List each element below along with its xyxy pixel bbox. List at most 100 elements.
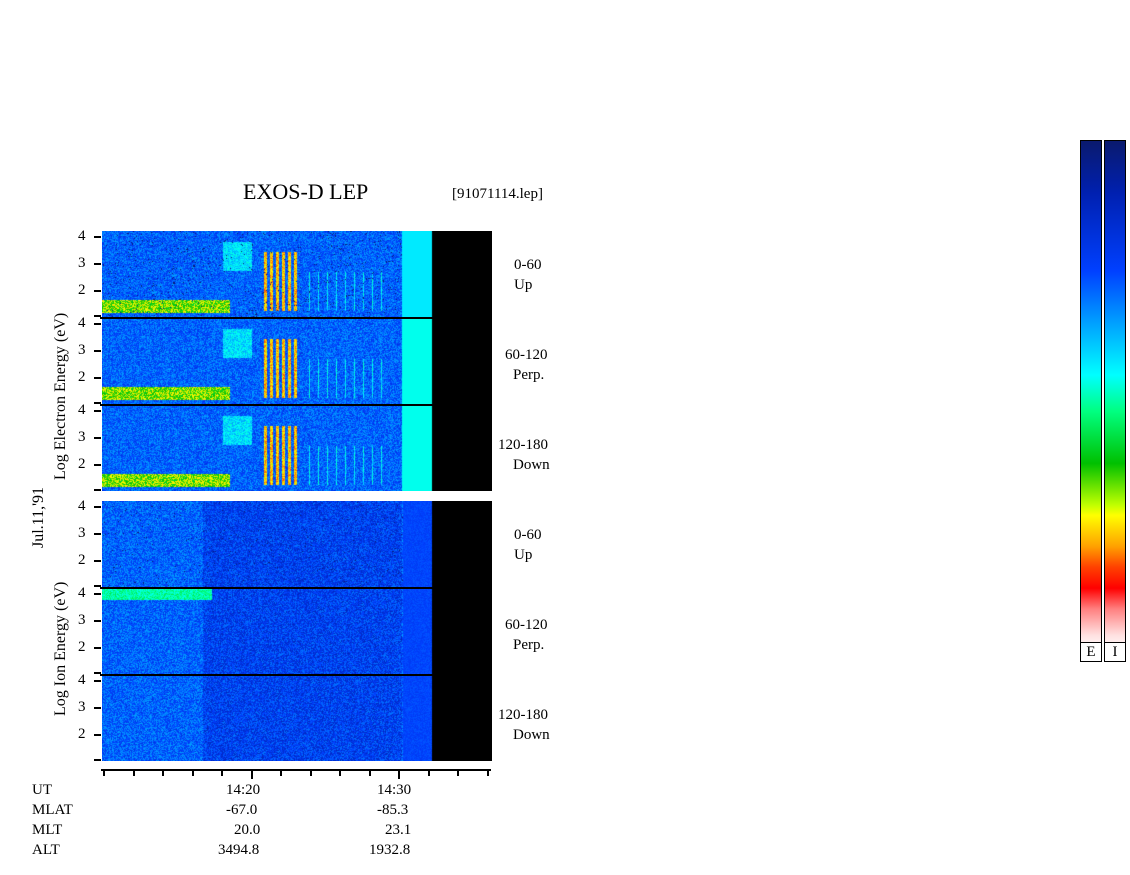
y-tick xyxy=(94,647,101,649)
y-tick-label: 3 xyxy=(78,255,86,271)
x-tick xyxy=(191,771,194,776)
x-major-tick xyxy=(398,771,400,779)
y-tick xyxy=(94,585,101,587)
y-tick xyxy=(94,290,101,292)
x-axis-line xyxy=(101,769,491,771)
electron-colorbar-label: E xyxy=(1080,642,1102,662)
panel-angle-label: 60-120 xyxy=(505,617,548,633)
panel-divider xyxy=(100,317,492,319)
y-tick xyxy=(94,680,101,682)
x-tick xyxy=(368,771,371,776)
x-tick xyxy=(221,771,223,776)
y-tick xyxy=(94,315,101,317)
ion-panel-up xyxy=(102,501,492,587)
panel-angle-label: 120-180 xyxy=(498,707,548,723)
ut-label: UT xyxy=(32,782,52,798)
x-tick xyxy=(132,771,135,776)
ion-energy-label: Log Ion Energy (eV) xyxy=(52,581,69,716)
y-tick-label: 4 xyxy=(78,402,86,418)
ion-colorbar-label: I xyxy=(1104,642,1126,662)
electron-panel-down xyxy=(102,405,492,491)
y-tick-label: 2 xyxy=(78,726,86,742)
panel-angle-label: 0-60 xyxy=(514,527,542,543)
mlat-value: -85.3 xyxy=(377,802,409,818)
file-label: [91071114.lep] xyxy=(452,186,543,202)
panel-angle-label: 0-60 xyxy=(514,257,542,273)
panel-direction-label: Up xyxy=(514,547,533,563)
mlt-label: MLT xyxy=(32,822,63,838)
y-tick-label: 3 xyxy=(78,525,86,541)
y-tick xyxy=(94,759,101,761)
panel-divider xyxy=(100,587,492,589)
alt-value: 3494.8 xyxy=(218,842,260,858)
x-tick xyxy=(427,771,430,776)
panel-direction-label: Perp. xyxy=(513,367,545,383)
y-tick-label: 3 xyxy=(78,699,86,715)
y-tick xyxy=(94,560,101,562)
y-tick-label: 3 xyxy=(78,612,86,628)
y-tick xyxy=(94,593,101,595)
panel-angle-label: 120-180 xyxy=(498,437,548,453)
y-tick-label: 4 xyxy=(78,585,86,601)
mlt-value: 23.1 xyxy=(385,822,412,838)
y-tick-label: 3 xyxy=(78,342,86,358)
panel-direction-label: Down xyxy=(513,457,550,473)
panel-divider xyxy=(100,674,492,676)
y-tick-label: 2 xyxy=(78,639,86,655)
y-tick-label: 2 xyxy=(78,369,86,385)
y-tick xyxy=(94,533,101,535)
y-tick-label: 4 xyxy=(78,498,86,514)
electron-panel-perp xyxy=(102,318,492,404)
x-tick xyxy=(309,771,312,776)
y-tick xyxy=(94,410,101,412)
y-tick-label: 4 xyxy=(78,315,86,331)
electron-panel-up xyxy=(102,231,492,317)
y-tick xyxy=(94,350,101,352)
y-tick-label: 4 xyxy=(78,672,86,688)
y-tick-label: 4 xyxy=(78,228,86,244)
y-tick xyxy=(94,437,101,439)
ion-panel-down xyxy=(102,675,492,761)
y-tick xyxy=(94,734,101,736)
panel-direction-label: Up xyxy=(514,277,533,293)
x-tick xyxy=(339,771,341,776)
x-tick xyxy=(162,771,164,776)
alt-value: 1932.8 xyxy=(369,842,411,858)
x-major-tick xyxy=(250,771,253,779)
ion-colorbar xyxy=(1104,140,1126,662)
y-tick xyxy=(94,489,101,491)
y-tick-label: 2 xyxy=(78,282,86,298)
y-tick xyxy=(94,263,101,265)
x-tick xyxy=(103,771,105,776)
chart-title: EXOS-D LEP xyxy=(243,179,369,204)
ut-value: 14:30 xyxy=(377,782,412,798)
y-tick-label: 2 xyxy=(78,456,86,472)
y-tick xyxy=(94,323,101,325)
panel-divider xyxy=(100,404,492,406)
electron-energy-label: Log Electron Energy (eV) xyxy=(52,312,69,480)
mlat-value: -67.0 xyxy=(226,802,258,818)
y-tick-label: 2 xyxy=(78,552,86,568)
y-tick xyxy=(94,620,101,622)
panel-angle-label: 60-120 xyxy=(505,347,548,363)
alt-label: ALT xyxy=(32,842,60,858)
mlat-label: MLAT xyxy=(32,802,73,818)
y-tick xyxy=(94,707,101,709)
panel-direction-label: Perp. xyxy=(513,637,545,653)
y-tick xyxy=(94,377,101,379)
y-tick xyxy=(94,672,101,674)
y-tick xyxy=(94,464,101,466)
x-tick xyxy=(280,771,282,776)
y-tick xyxy=(94,402,101,404)
x-tick xyxy=(486,771,489,776)
y-tick-label: 3 xyxy=(78,429,86,445)
date-label: Jul.11,'91 xyxy=(30,487,47,548)
y-tick xyxy=(94,236,101,238)
panel-direction-label: Down xyxy=(513,727,550,743)
y-tick xyxy=(94,506,101,508)
x-tick xyxy=(457,771,459,776)
mlt-value: 20.0 xyxy=(234,822,261,838)
ut-value: 14:20 xyxy=(226,782,261,798)
ion-panel-perp xyxy=(102,588,492,674)
electron-colorbar xyxy=(1080,140,1102,662)
